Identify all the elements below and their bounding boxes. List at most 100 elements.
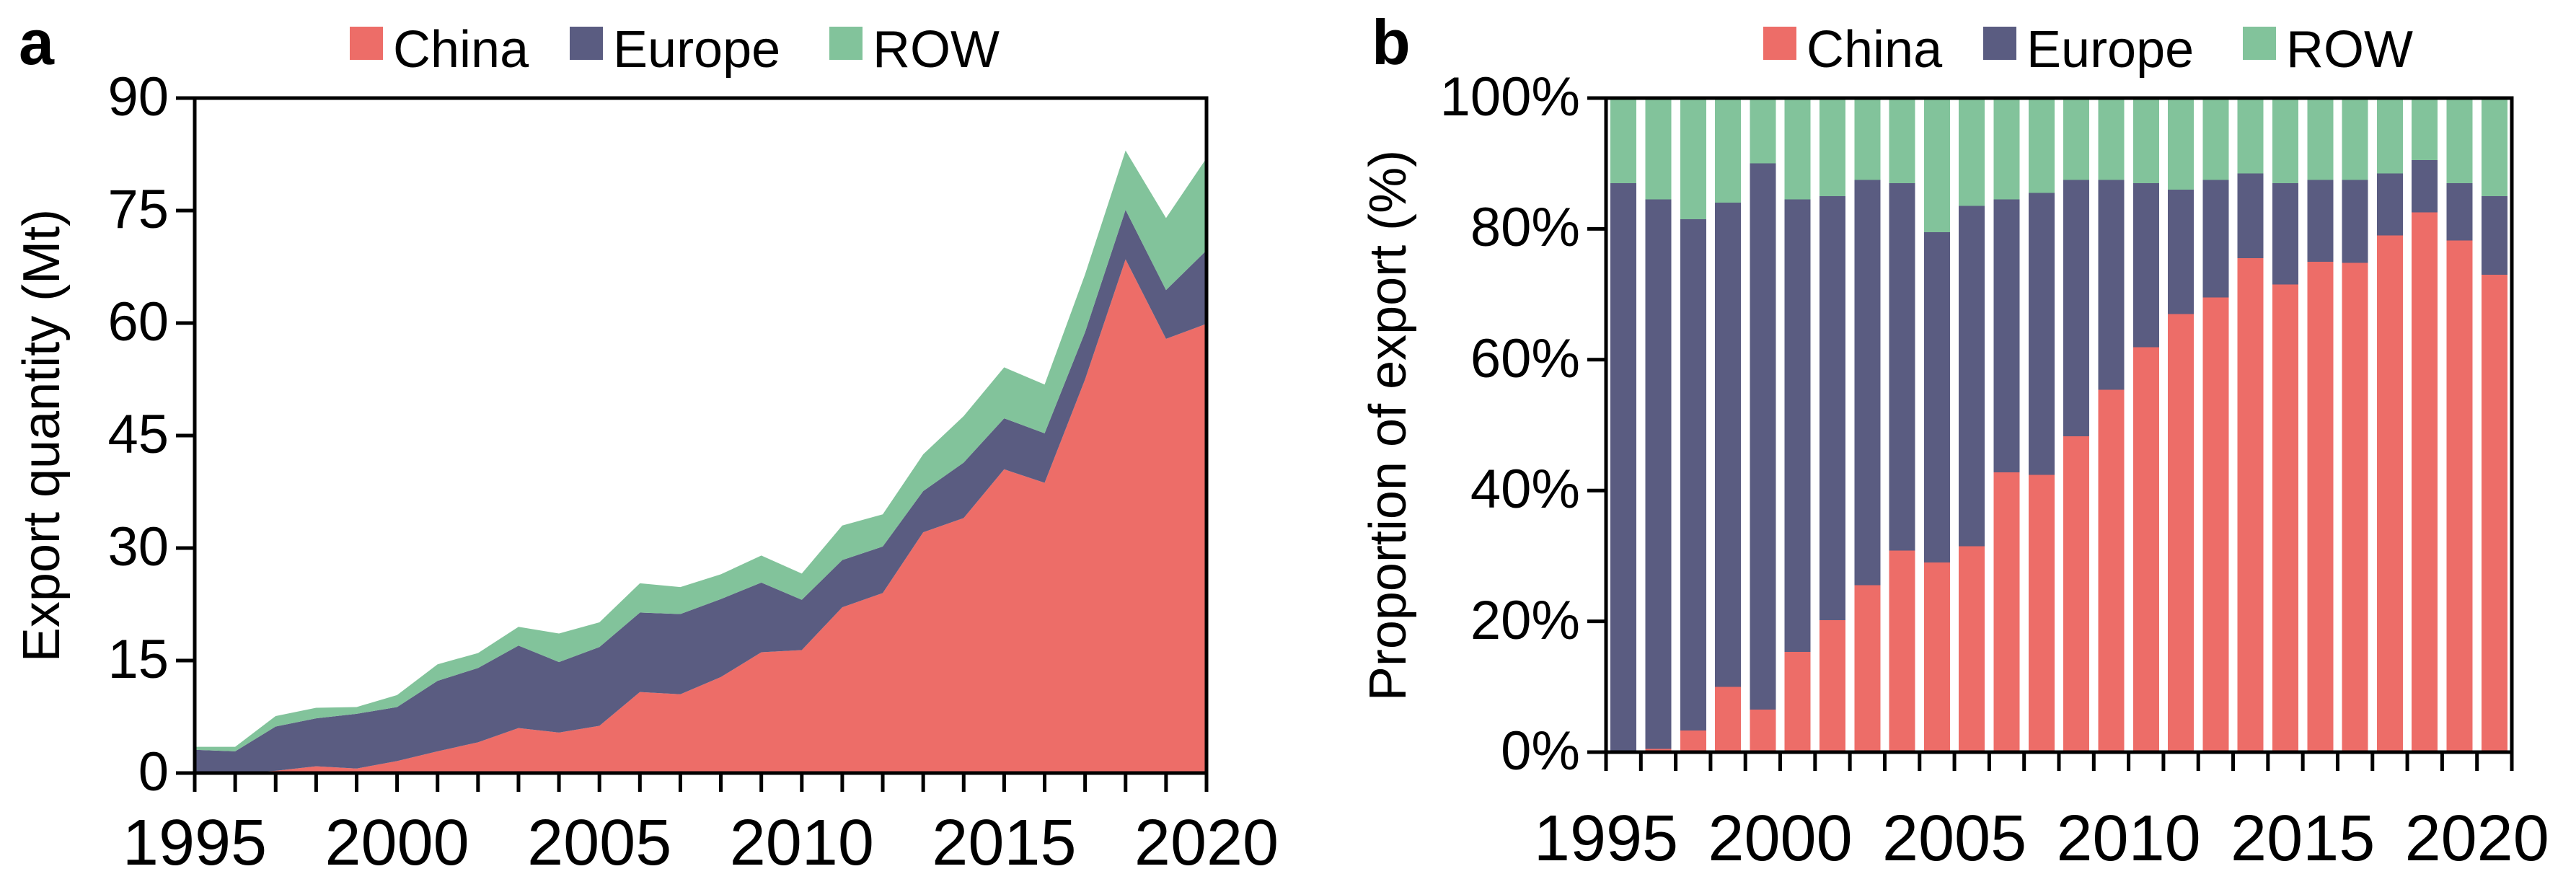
legend-swatch-china bbox=[1763, 27, 1796, 60]
bar-segment-europe-2018 bbox=[2412, 160, 2438, 213]
panel-a-y-tick-label: 60 bbox=[107, 291, 169, 353]
bar-segment-china-2000 bbox=[1784, 652, 1811, 752]
bar-segment-europe-2008 bbox=[2063, 180, 2090, 436]
bar-segment-row-2004 bbox=[1923, 98, 1950, 232]
bar-segment-row-1999 bbox=[1750, 98, 1776, 164]
bar-segment-row-2014 bbox=[2272, 98, 2298, 183]
bar-segment-china-2019 bbox=[2446, 240, 2473, 752]
bar-segment-china-1997 bbox=[1680, 730, 1706, 752]
bar-segment-china-1999 bbox=[1750, 710, 1776, 752]
panel-b-letter: b bbox=[1372, 6, 1411, 78]
bar-segment-europe-2015 bbox=[2307, 180, 2334, 262]
bar-segment-china-2003 bbox=[1889, 550, 1915, 752]
bar-segment-europe-2002 bbox=[1854, 180, 1881, 586]
panel-b-x-tick-label: 1995 bbox=[1533, 803, 1679, 874]
bar-segment-row-1998 bbox=[1715, 98, 1742, 203]
bar-segment-china-2018 bbox=[2412, 212, 2438, 753]
area-band-europe bbox=[195, 209, 1207, 774]
bar-segment-china-2015 bbox=[2307, 261, 2334, 752]
bar-segment-row-2008 bbox=[2063, 98, 2090, 180]
bar-segment-europe-2010 bbox=[2132, 182, 2159, 348]
bar-segment-row-2007 bbox=[2028, 98, 2055, 193]
bar-segment-europe-1997 bbox=[1680, 218, 1706, 731]
bar-segment-row-2009 bbox=[2098, 98, 2125, 180]
panel-b-x-tick-label: 2010 bbox=[2056, 803, 2201, 874]
bar-segment-row-1997 bbox=[1680, 98, 1706, 219]
bar-segment-row-2011 bbox=[2168, 98, 2195, 190]
bar-segment-row-2016 bbox=[2342, 98, 2368, 180]
legend-label-row: ROW bbox=[2286, 21, 2413, 79]
bar-segment-row-2000 bbox=[1784, 98, 1811, 200]
bar-segment-europe-1995 bbox=[1610, 182, 1637, 752]
bar-segment-europe-2007 bbox=[2028, 193, 2055, 475]
bar-segment-china-2010 bbox=[2132, 347, 2159, 752]
panel-b-y-tick-label: 60% bbox=[1470, 327, 1580, 389]
bar-segment-row-1996 bbox=[1645, 98, 1672, 200]
panel-a-y-tick-label: 30 bbox=[107, 516, 169, 578]
panel-a-letter: a bbox=[19, 6, 54, 78]
bar-segment-europe-2013 bbox=[2237, 173, 2264, 259]
bar-segment-europe-2016 bbox=[2342, 180, 2368, 263]
bar-segment-row-2003 bbox=[1889, 98, 1915, 183]
bar-segment-china-1998 bbox=[1715, 687, 1742, 752]
legend-swatch-europe bbox=[1983, 27, 2016, 60]
panel-b-y-tick-label: 100% bbox=[1439, 66, 1580, 128]
bar-segment-china-2012 bbox=[2202, 297, 2229, 752]
bar-segment-china-2008 bbox=[2063, 436, 2090, 752]
bar-segment-europe-2000 bbox=[1784, 199, 1811, 653]
panel-a-y-tick-label: 0 bbox=[138, 741, 169, 803]
bar-segment-row-2010 bbox=[2132, 98, 2159, 183]
panel-a-y-tick-label: 75 bbox=[107, 178, 169, 240]
bar-segment-china-2017 bbox=[2376, 235, 2403, 753]
bar-segment-europe-2017 bbox=[2376, 173, 2403, 236]
panel-a-x-tick-label: 2010 bbox=[729, 807, 874, 874]
bar-segment-china-2011 bbox=[2168, 314, 2195, 752]
bar-segment-row-1995 bbox=[1610, 98, 1637, 183]
bar-segment-europe-2012 bbox=[2202, 180, 2229, 298]
legend-label-europe: Europe bbox=[2026, 21, 2195, 79]
bar-segment-row-2017 bbox=[2376, 98, 2403, 174]
legend-label-row: ROW bbox=[873, 21, 1000, 79]
bar-segment-china-2016 bbox=[2342, 262, 2368, 753]
bar-segment-europe-2019 bbox=[2446, 182, 2473, 241]
bar-segment-europe-2004 bbox=[1923, 231, 1950, 562]
bar-segment-europe-1999 bbox=[1750, 163, 1776, 710]
panel-a-x-tick-label: 2000 bbox=[325, 807, 469, 874]
bar-segment-row-2020 bbox=[2481, 98, 2507, 197]
bar-segment-row-2006 bbox=[1993, 98, 2020, 200]
panel-b-y-tick-label: 80% bbox=[1470, 197, 1580, 259]
panel-b-x-tick-label: 2005 bbox=[1882, 803, 2027, 874]
bar-segment-europe-2003 bbox=[1889, 182, 1915, 551]
panel-b-y-tick-label: 20% bbox=[1470, 589, 1580, 651]
bar-segment-europe-2020 bbox=[2481, 196, 2507, 275]
bar-segment-europe-2011 bbox=[2168, 189, 2195, 314]
bar-segment-row-2019 bbox=[2446, 98, 2473, 183]
legend-swatch-europe bbox=[570, 27, 603, 60]
bar-segment-china-2013 bbox=[2237, 258, 2264, 753]
bar-segment-china-2005 bbox=[1959, 546, 1985, 752]
panel-a-x-tick-label: 1995 bbox=[122, 807, 268, 874]
legend-swatch-row bbox=[829, 27, 863, 60]
legend-label-europe: Europe bbox=[613, 21, 781, 79]
bar-segment-china-2002 bbox=[1854, 585, 1881, 752]
panel-a-y-tick-label: 15 bbox=[107, 628, 169, 690]
bar-segment-europe-1998 bbox=[1715, 203, 1742, 687]
panel-b-x-tick-label: 2020 bbox=[2404, 803, 2549, 874]
bar-segment-europe-2014 bbox=[2272, 182, 2298, 285]
bar-segment-china-2001 bbox=[1819, 619, 1845, 752]
legend-swatch-china bbox=[350, 27, 383, 60]
panel-a-y-tick-label: 90 bbox=[107, 66, 169, 128]
bar-segment-china-2006 bbox=[1993, 472, 2020, 752]
legend-label-china: China bbox=[393, 21, 529, 79]
bar-segment-europe-2005 bbox=[1959, 206, 1985, 547]
bar-segment-china-2007 bbox=[2028, 474, 2055, 752]
bar-segment-china-2014 bbox=[2272, 284, 2298, 752]
bar-segment-row-2005 bbox=[1959, 98, 1985, 206]
panel-a-y-tick-label: 45 bbox=[107, 403, 169, 465]
bar-segment-europe-2001 bbox=[1819, 196, 1845, 620]
plot-frame-b bbox=[1604, 96, 2514, 754]
panel-b-x-tick-label: 2000 bbox=[1708, 803, 1853, 874]
bar-segment-row-2018 bbox=[2412, 98, 2438, 161]
panel-a-x-tick-label: 2005 bbox=[527, 807, 672, 874]
panel-b-y-axis-title: Proportion of export (%) bbox=[1359, 149, 1417, 702]
